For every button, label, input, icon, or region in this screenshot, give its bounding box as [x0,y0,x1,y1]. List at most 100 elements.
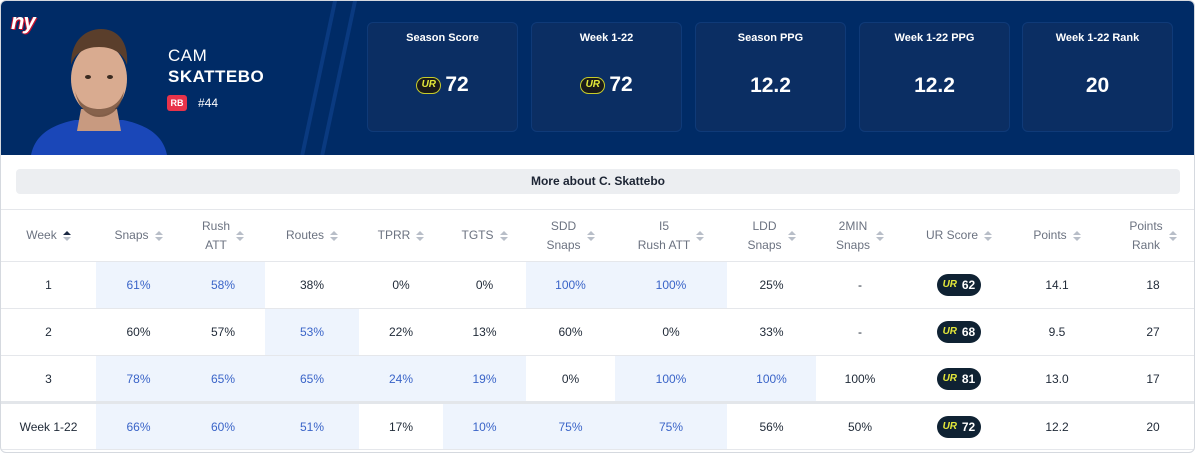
table-cell: 51% [265,401,359,450]
table-cell: - [816,261,904,309]
table-cell: 19% [443,355,526,403]
ur-score-badge: UR 62 [936,274,982,296]
table-cell: 3 [1,355,96,403]
table-cell: 60% [526,308,615,356]
table-cell: 57% [181,308,265,356]
stat-card-value: 20 [1085,74,1110,97]
player-last-name: SKATTEBO [168,67,265,86]
table-cell: 60% [181,401,265,450]
sort-icon[interactable] [984,230,992,241]
column-header[interactable]: LDD Snaps [727,209,816,262]
table-row: 2 60% 57% 53% 22% 13% 60% 0% 33% - UR 68 9.5 27 [1,308,1194,356]
table-cell: 25% [727,261,816,309]
column-header-label: Routes [285,228,325,242]
header-stripe [296,1,340,155]
table-cell: 66% [96,401,181,450]
column-header[interactable]: SDD Snaps [526,209,615,262]
table-cell: 24% [359,355,443,403]
table-cell: 17 [1100,355,1194,403]
weekly-stats-table: Week Snaps Rush ATT Routes TPRR TGTS SDD Snaps I5… [1,209,1194,450]
table-cell: 60% [96,308,181,356]
ur-score-badge: UR 68 [936,321,982,343]
table-cell: 61% [96,261,181,309]
column-header[interactable]: TGTS [443,209,526,262]
sort-icon[interactable] [330,230,339,241]
column-header-label: TGTS [461,228,494,242]
stat-card-label: Week 1-22 PPG [894,32,975,44]
sort-icon[interactable] [696,230,705,241]
stat-card-label: Season Score [406,32,479,44]
column-header-label: Week [26,228,57,242]
column-header[interactable]: 2MIN Snaps [816,209,904,262]
header-stripe [316,1,360,155]
column-header[interactable]: Snaps [96,209,181,262]
column-header-label: 2MIN Snaps [835,218,871,252]
table-cell: 100% [526,261,615,309]
more-about-button[interactable]: More about C. Skattebo [16,169,1180,194]
player-photo [31,29,167,155]
player-header: ny CAM SKATTEBO RB #44 Season Score UR 7… [1,1,1194,155]
sort-icon[interactable] [62,230,71,241]
table-cell: - [816,308,904,356]
column-header[interactable]: Rush ATT [181,209,265,262]
table-cell: 20 [1100,401,1194,450]
table-cell: 50% [816,401,904,450]
table-cell: 10% [443,401,526,450]
sort-icon[interactable] [416,230,425,241]
jersey-number: #44 [198,96,219,110]
table-cell: 0% [359,261,443,309]
sort-icon[interactable] [1072,230,1081,241]
sort-icon[interactable] [787,230,796,241]
column-header[interactable]: Routes [265,209,359,262]
table-cell: 2 [1,308,96,356]
sort-icon[interactable] [236,230,244,241]
stat-card-week-score: Week 1-22 UR 72 [531,22,682,132]
column-header-label: TPRR [377,228,411,242]
column-header-label: Snaps [114,228,149,242]
table-cell: 38% [265,261,359,309]
sort-icon[interactable] [1168,230,1177,241]
sort-icon[interactable] [499,230,508,241]
column-header[interactable]: I5 Rush ATT [615,209,727,262]
table-cell: 27 [1100,308,1194,356]
table-body: 1 61% 58% 38% 0% 0% 100% 100% 25% - UR 62 14.1 18 2 60%… [1,261,1194,450]
team-logo: ny [11,9,36,34]
column-header[interactable]: UR Score [904,209,1014,262]
table-cell: 100% [727,355,816,403]
ur-logo-icon: UR [942,372,958,384]
sort-icon[interactable] [586,230,595,241]
table-cell: 58% [181,261,265,309]
table-header-row: Week Snaps Rush ATT Routes TPRR TGTS SDD Snaps I5… [1,209,1194,262]
table-cell: 78% [96,355,181,403]
column-header[interactable]: Points [1014,209,1100,262]
ur-score-badge: UR 72 [936,415,982,438]
sort-icon[interactable] [154,230,163,241]
stat-card-value: UR 72 [532,73,681,97]
table-cell: 14.1 [1014,261,1100,309]
column-header[interactable]: TPRR [359,209,443,262]
table-cell: 18 [1100,261,1194,309]
table-cell: 56% [727,401,816,450]
table-cell: 0% [615,308,727,356]
ur-logo-icon: UR [942,326,958,337]
stat-card-season-score: Season Score UR 72 [367,22,518,132]
table-cell: UR 81 [904,355,1014,403]
table-cell: UR 62 [904,261,1014,309]
table-cell: UR 68 [904,308,1014,356]
column-header[interactable]: Points Rank [1100,209,1194,262]
stat-card-label: Season PPG [737,32,804,44]
column-header-label: Points Rank [1129,218,1163,252]
column-header-label: Rush ATT [201,218,230,252]
table-cell: 33% [727,308,816,356]
column-header-label: I5 Rush ATT [637,218,691,252]
sort-icon[interactable] [876,230,885,241]
table-cell: 1 [1,261,96,309]
table-cell: 75% [615,401,727,450]
table-cell: 100% [615,355,727,403]
column-header[interactable]: Week [1,209,96,262]
table-cell: UR 72 [904,401,1014,450]
ur-logo-icon: UR [580,76,606,94]
table-cell: 0% [443,261,526,309]
table-row: 3 78% 65% 65% 24% 19% 0% 100% 100% 100% UR 81 13.0 17 [1,355,1194,403]
table-cell: 0% [526,355,615,403]
